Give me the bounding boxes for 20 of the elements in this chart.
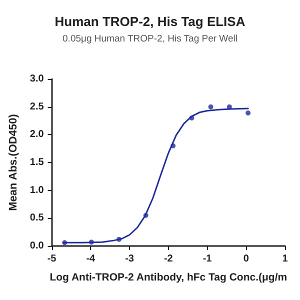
- y-tick-label: 1.0: [30, 184, 44, 196]
- x-tick-label: -5: [47, 254, 57, 264]
- y-tick-label: 2.5: [30, 101, 44, 112]
- point: [208, 104, 214, 110]
- x-tick-label: 0: [243, 254, 250, 264]
- y-tick-label: 3.0: [30, 74, 44, 84]
- point: [246, 110, 251, 116]
- y-tick-label: 0.0: [30, 240, 44, 252]
- x-tick-label: -2: [164, 254, 174, 264]
- x-tick-label: -4: [86, 254, 96, 264]
- y-tick-label: 0.5: [30, 212, 44, 224]
- x-tick-label: 1: [282, 254, 288, 264]
- x-tick-label: -1: [202, 254, 212, 264]
- chart-title: Human TROP-2, His Tag ELISA: [54, 14, 246, 29]
- x-tick-label: -3: [125, 254, 134, 264]
- y-tick-label: 2.0: [30, 129, 44, 140]
- y-axis-title: Mean Abs.(OD450): [8, 114, 20, 211]
- chart-subtitle: 0.05μg Human TROP-2, His Tag Per Well: [62, 34, 238, 44]
- x-axis-title: Log Anti-TROP-2 Antibody, hFc Tag Conc.(μg/m: [50, 272, 288, 284]
- y-tick-label: 1.5: [30, 157, 44, 168]
